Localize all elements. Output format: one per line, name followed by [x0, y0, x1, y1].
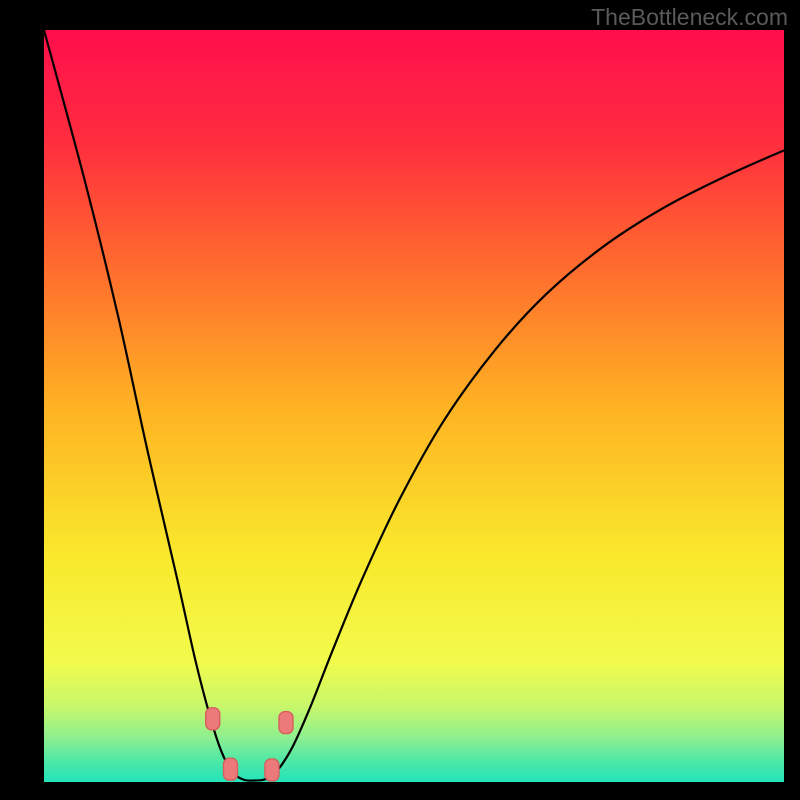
watermark-text: TheBottleneck.com	[591, 4, 788, 31]
plot-background	[44, 30, 784, 782]
bottleneck-chart	[0, 0, 800, 800]
marker-point	[265, 759, 279, 781]
marker-point	[279, 712, 293, 734]
chart-svg	[0, 0, 800, 800]
marker-point	[206, 708, 220, 730]
marker-point	[223, 758, 237, 780]
